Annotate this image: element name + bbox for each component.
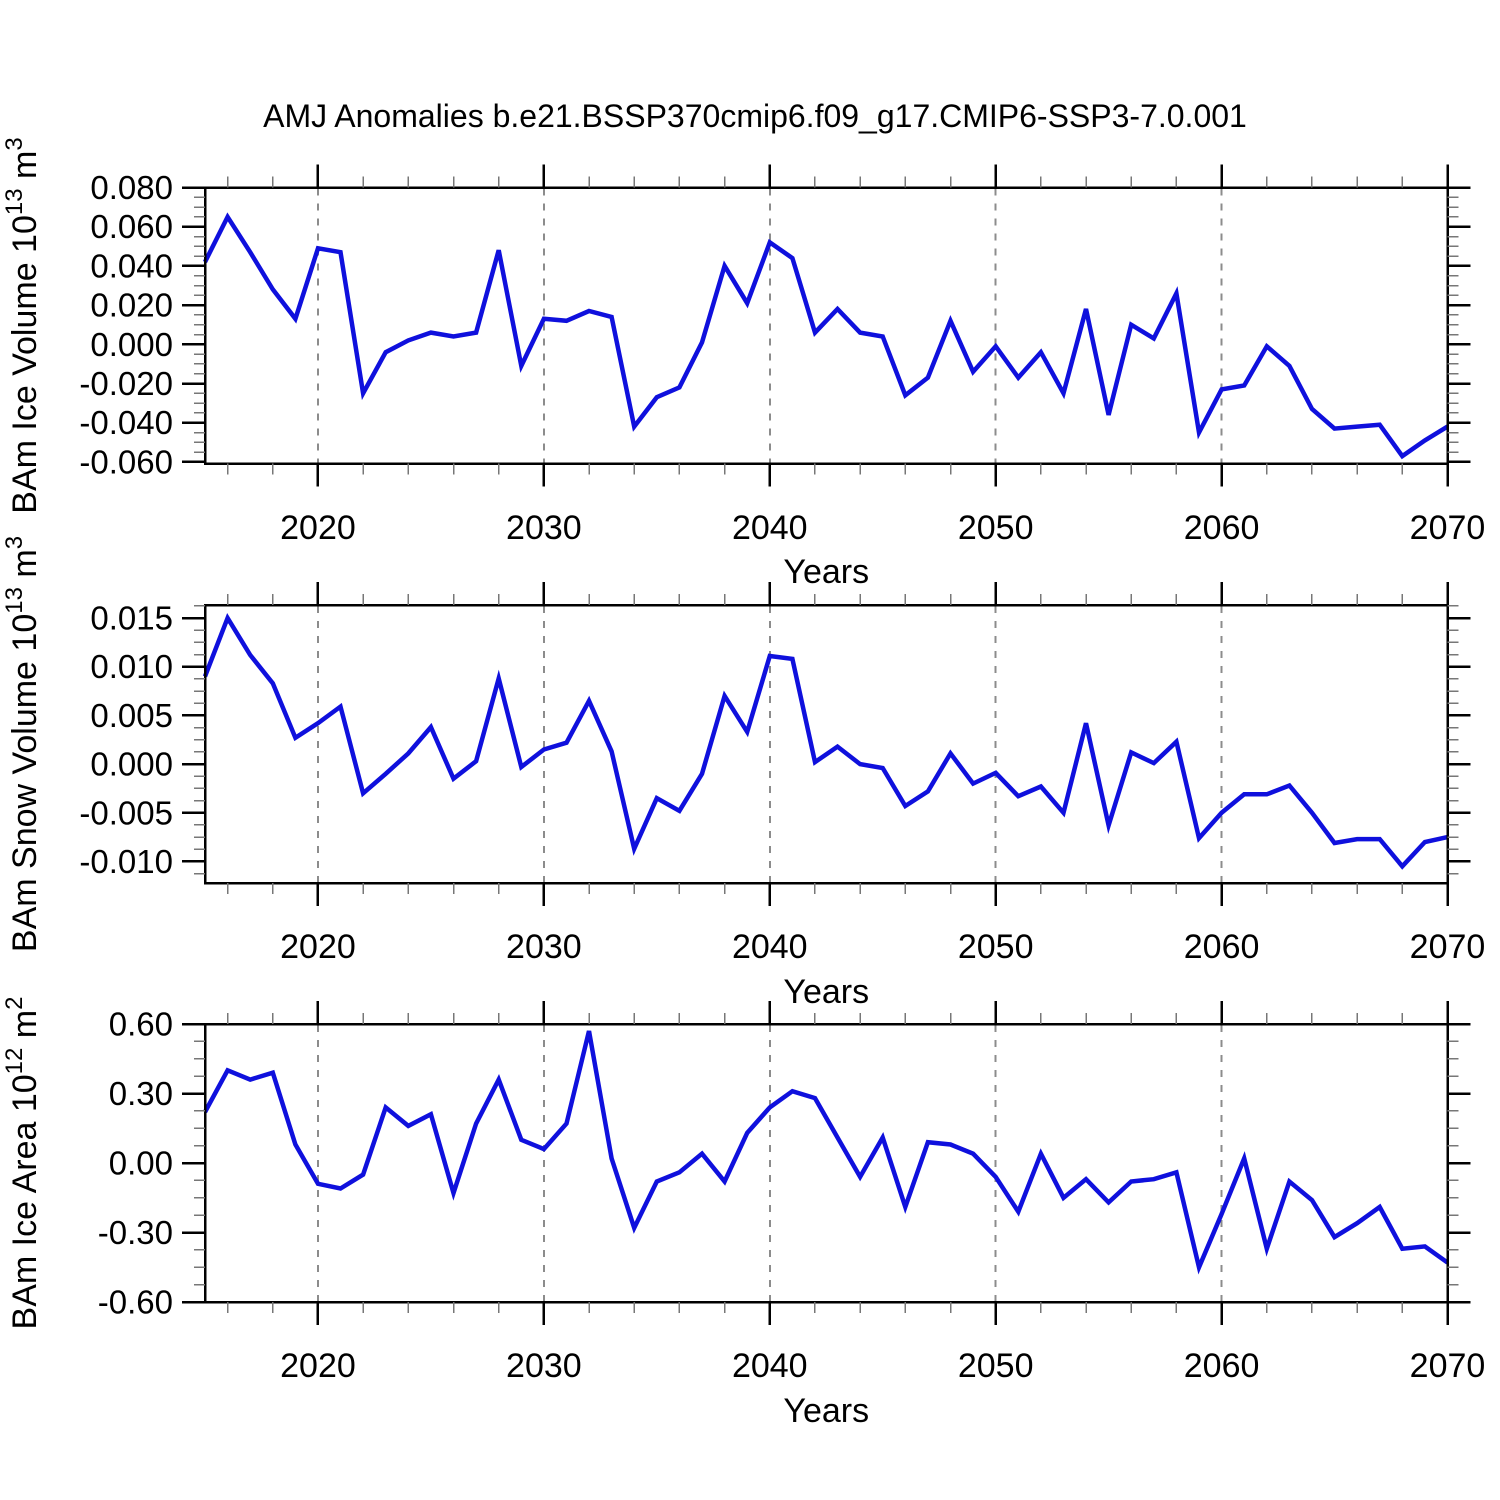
y-axis-title: BAm Ice Volume 1013 m3	[1, 137, 44, 513]
y-tick-label: 0.020	[90, 287, 173, 324]
series-line-ice-area	[203, 1030, 1449, 1275]
y-tick-label: 0.000	[90, 746, 173, 783]
y-tick-label: 0.040	[90, 247, 173, 284]
y-tick-label: 0.005	[90, 697, 173, 734]
y-tick-label: -0.60	[98, 1284, 173, 1321]
y-tick-label: 0.00	[109, 1145, 173, 1182]
x-axis-title: Years	[783, 973, 869, 1011]
x-tick-label: 2050	[958, 928, 1034, 966]
x-tick-label: 2060	[1184, 1347, 1260, 1385]
y-tick-label: 0.015	[90, 600, 173, 637]
y-tick-label: 0.010	[90, 648, 173, 685]
y-tick-label: 0.000	[90, 326, 173, 363]
x-tick-label: 2030	[506, 928, 582, 966]
y-tick-label: 0.60	[109, 1006, 173, 1043]
x-tick-label: 2040	[732, 1347, 808, 1385]
series-line-ice-volume	[202, 212, 1449, 460]
x-tick-label: 2040	[732, 509, 808, 547]
y-tick-label: -0.040	[79, 404, 173, 441]
y-tick-label: 0.080	[90, 169, 173, 206]
plot-frame	[203, 1022, 1449, 1304]
chart-title: AMJ Anomalies b.e21.BSSP370cmip6.f09_g17…	[263, 98, 1247, 134]
y-tick-label: -0.060	[79, 443, 173, 480]
x-tick-label: 2070	[1410, 1347, 1486, 1385]
y-axis-title: BAm Ice Area 1012 m2	[1, 997, 44, 1330]
x-tick-label: 2040	[732, 928, 808, 966]
x-tick-label: 2020	[280, 928, 356, 966]
y-axis-title: BAm Snow Volume 1013 m3	[1, 536, 44, 952]
x-tick-label: 2070	[1410, 509, 1486, 547]
series-line-snow-volume	[202, 612, 1448, 870]
y-tick-label: 0.30	[109, 1075, 173, 1112]
x-axis-title: Years	[783, 553, 869, 591]
y-tick-label: -0.30	[98, 1214, 173, 1251]
x-tick-label: 2050	[958, 509, 1034, 547]
x-tick-label: 2060	[1184, 509, 1260, 547]
x-tick-label: 2050	[958, 1347, 1034, 1385]
y-tick-label: -0.010	[79, 843, 173, 880]
x-tick-label: 2020	[280, 509, 356, 547]
x-tick-label: 2060	[1184, 928, 1260, 966]
x-tick-label: 2020	[280, 1347, 356, 1385]
x-tick-label: 2070	[1410, 928, 1486, 966]
plot-frame	[203, 186, 1449, 465]
x-tick-label: 2030	[506, 1347, 582, 1385]
plot-frame	[203, 603, 1449, 885]
x-tick-label: 2030	[506, 509, 582, 547]
x-axis-title: Years	[783, 1392, 869, 1430]
y-tick-label: 0.060	[90, 208, 173, 245]
y-tick-label: -0.020	[79, 365, 173, 402]
y-tick-label: -0.005	[79, 794, 173, 831]
